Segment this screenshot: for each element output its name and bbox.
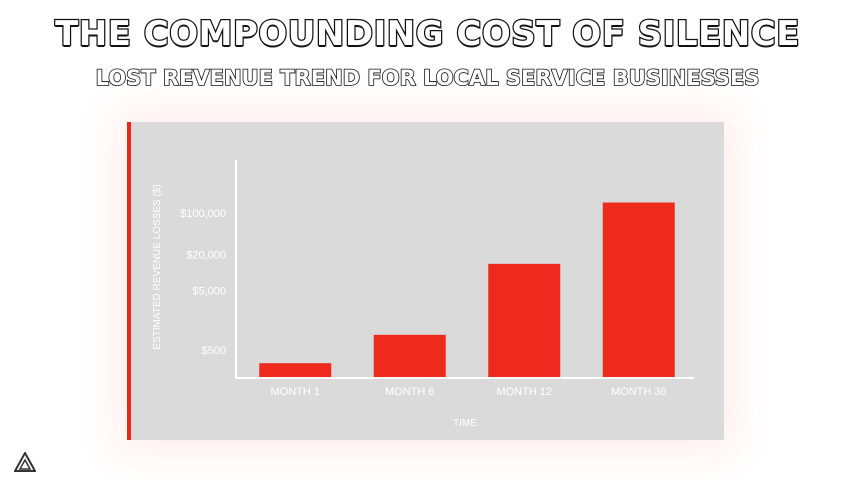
y-axis-title: ESTIMATED REVENUE LOSSES ($) (152, 184, 163, 349)
bar-month-1 (259, 363, 332, 377)
bar-month-36 (602, 202, 675, 377)
y-tick-label: $20,000 (186, 250, 226, 262)
bar-month-6 (373, 334, 446, 377)
x-tick-label: MONTH 6 (385, 386, 435, 398)
y-tick-label: $100,000 (180, 208, 226, 220)
y-tick-label: $500 (202, 345, 226, 357)
panel-accent-bar (127, 122, 131, 440)
x-axis-title: TIME (453, 418, 477, 429)
chart-title: THE COMPOUNDING COST OF SILENCE (54, 13, 801, 56)
bars-group (259, 202, 675, 377)
x-tick-label: MONTH 1 (271, 386, 321, 398)
bar-month-12 (488, 263, 561, 377)
y-tick-label: $5,000 (192, 285, 226, 297)
y-ticks-group: $500 $5,000 $20,000 $100,000 (180, 208, 226, 357)
x-tick-label: MONTH 36 (611, 386, 667, 398)
chart-subtitle: LOST REVENUE TREND FOR LOCAL SERVICE BUS… (95, 65, 760, 91)
x-ticks-group: MONTH 1 MONTH 6 MONTH 12 MONTH 36 (271, 386, 667, 398)
triangle-logo-icon (14, 452, 36, 472)
x-tick-label: MONTH 12 (496, 386, 552, 398)
